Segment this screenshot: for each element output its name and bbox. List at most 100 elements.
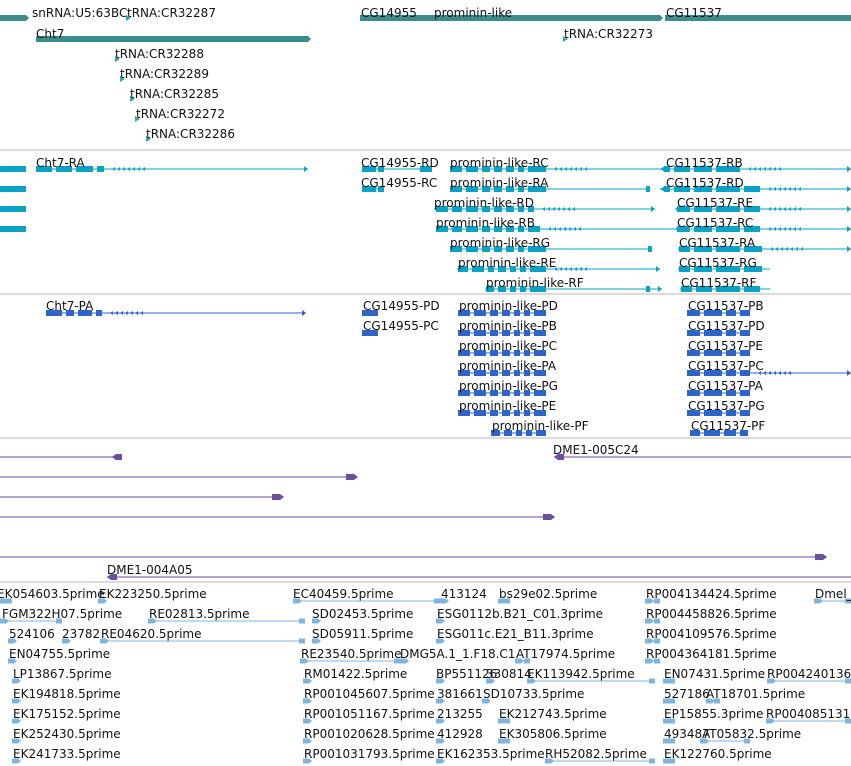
transcript-feature[interactable]: CG11537-RB <box>660 156 851 172</box>
exon-block[interactable] <box>740 310 750 316</box>
exon-block[interactable] <box>494 186 502 192</box>
exon-block[interactable] <box>66 310 74 316</box>
est-feature[interactable]: 381661 <box>436 687 483 704</box>
exon-block[interactable] <box>524 410 530 416</box>
exon-block[interactable] <box>740 370 750 376</box>
exon-block[interactable] <box>490 410 498 416</box>
gene-bar[interactable] <box>36 36 308 42</box>
exon-block[interactable] <box>518 206 524 212</box>
exon-block[interactable] <box>450 246 462 252</box>
est-feature[interactable]: Dmel_ <box>814 587 851 604</box>
est-feature[interactable]: EN07431.5prime <box>663 667 765 684</box>
exon-block[interactable] <box>696 286 712 292</box>
exon-block[interactable] <box>0 186 26 192</box>
exon-block[interactable] <box>78 310 92 316</box>
est-feature[interactable]: 413124 <box>440 587 487 604</box>
exon-block[interactable] <box>528 186 546 192</box>
protein-feature[interactable]: Cht7-PA <box>46 299 306 316</box>
est-feature[interactable]: RP001020628.5prime <box>303 727 435 744</box>
exon-block[interactable] <box>726 390 736 396</box>
est-feature[interactable]: EK241733.5prime <box>12 747 121 764</box>
est-feature[interactable]: RP004458826.5prime <box>645 607 777 624</box>
transcript-feature[interactable] <box>0 166 26 172</box>
est-feature[interactable]: FGM322H07.5prime <box>0 607 122 624</box>
exon-block[interactable] <box>530 266 546 272</box>
transcript-feature[interactable]: CG11537-RA <box>678 236 851 252</box>
exon-block[interactable] <box>520 286 526 292</box>
transcript-feature[interactable]: CG11537-RF <box>680 276 770 292</box>
gene-feature[interactable]: tRNA:CR32273 <box>563 27 653 42</box>
est-feature[interactable]: RP004134424.5prime <box>645 587 777 604</box>
exon-block[interactable] <box>524 370 530 376</box>
exon-block[interactable] <box>458 390 470 396</box>
est-feature[interactable]: LP13867.5prime <box>12 667 112 684</box>
est-block[interactable] <box>303 758 309 764</box>
exon-block[interactable] <box>528 166 546 172</box>
est-block[interactable] <box>654 658 660 664</box>
exon-block[interactable] <box>490 310 498 316</box>
est-feature[interactable]: EK113942.5prime <box>527 667 655 684</box>
exon-block[interactable] <box>679 246 690 252</box>
exon-block[interactable] <box>518 186 524 192</box>
exon-block[interactable] <box>664 166 670 172</box>
est-block[interactable] <box>56 618 62 624</box>
exon-block[interactable] <box>474 350 486 356</box>
exon-block[interactable] <box>528 226 540 232</box>
exon-block[interactable] <box>482 186 490 192</box>
est-block[interactable] <box>663 758 669 764</box>
exon-block[interactable] <box>482 206 490 212</box>
exon-block[interactable] <box>530 286 546 292</box>
est-block[interactable] <box>649 678 655 684</box>
exon-block[interactable] <box>490 330 498 336</box>
exon-block[interactable] <box>687 310 700 316</box>
est-feature[interactable]: SD05911.5prime <box>312 627 413 644</box>
est-block[interactable] <box>744 738 750 744</box>
est-feature[interactable]: AT05832.5prime <box>700 727 801 744</box>
protein-feature[interactable]: CG11537-PC <box>687 359 851 376</box>
protein-feature[interactable]: prominin-like-PG <box>458 379 558 396</box>
exon-block[interactable] <box>526 430 532 436</box>
est-feature[interactable]: EK162353.5prime <box>436 747 545 764</box>
exon-block[interactable] <box>482 246 490 252</box>
cdna-feature[interactable]: DME1-005C24 <box>553 443 851 460</box>
est-feature[interactable]: ESG011c.E21_B11.3prime <box>436 627 594 644</box>
est-block[interactable] <box>654 618 660 624</box>
exon-block[interactable] <box>504 430 512 436</box>
est-block[interactable] <box>440 598 446 604</box>
exon-block[interactable] <box>524 330 530 336</box>
est-feature[interactable]: AT18701.5prime <box>706 687 805 704</box>
exon-block[interactable] <box>506 166 514 172</box>
est-feature[interactable]: 23782 <box>62 627 100 644</box>
exon-block[interactable] <box>704 350 722 356</box>
transcript-feature[interactable]: prominin-like-RC <box>450 156 851 172</box>
exon-block[interactable] <box>534 330 546 336</box>
est-feature[interactable]: RE04620.5prime <box>100 627 305 644</box>
exon-block[interactable] <box>506 206 514 212</box>
exon-block[interactable] <box>510 266 516 272</box>
exon-block[interactable] <box>514 370 520 376</box>
transcript-feature[interactable]: CG11537-RG <box>678 256 770 272</box>
est-block[interactable] <box>498 598 504 604</box>
gene-feature[interactable]: tRNA:CR32289 <box>120 67 209 82</box>
exon-block[interactable] <box>740 410 750 416</box>
exon-block[interactable] <box>514 410 520 416</box>
exon-block[interactable] <box>362 186 376 192</box>
est-feature[interactable]: EK223250.5prime <box>98 587 207 604</box>
exon-block[interactable] <box>740 390 750 396</box>
est-block[interactable] <box>654 638 660 644</box>
exon-block[interactable] <box>716 286 740 292</box>
exon-block[interactable] <box>740 350 750 356</box>
exon-block[interactable] <box>458 370 470 376</box>
exon-block[interactable] <box>534 350 546 356</box>
exon-block[interactable] <box>646 286 650 292</box>
exon-block[interactable] <box>0 226 26 232</box>
trna-marker[interactable] <box>146 136 151 142</box>
exon-block[interactable] <box>502 310 510 316</box>
trna-marker[interactable] <box>126 15 131 21</box>
est-block[interactable] <box>400 658 406 664</box>
protein-feature[interactable]: prominin-like-PE <box>458 399 556 416</box>
exon-block[interactable] <box>474 390 486 396</box>
gene-feature[interactable]: tRNA:CR32288 <box>115 47 204 62</box>
exon-block[interactable] <box>518 226 524 232</box>
exon-block[interactable] <box>362 310 378 316</box>
